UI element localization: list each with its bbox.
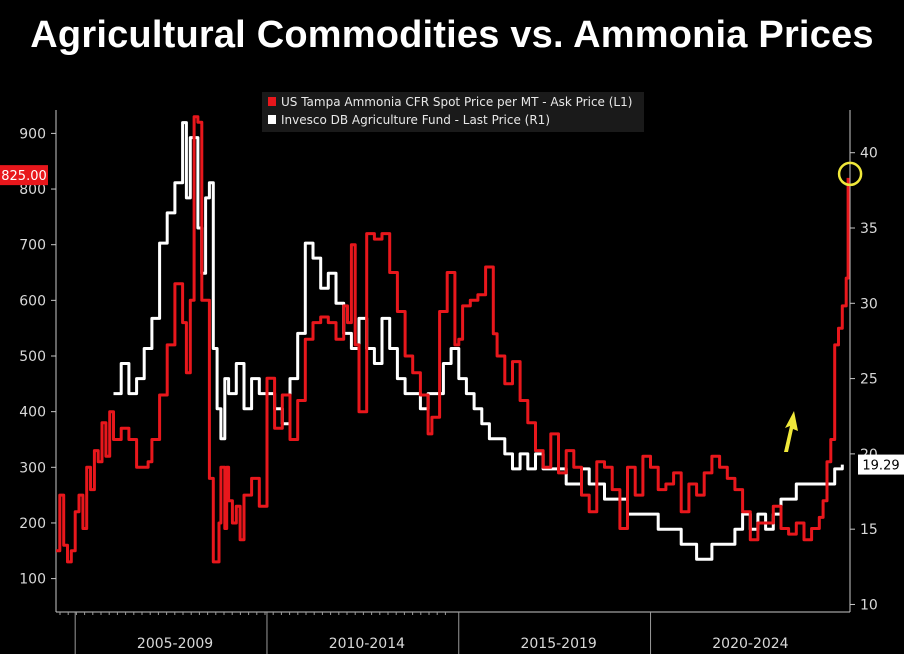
left-tick-label: 800	[19, 182, 46, 198]
legend-entry: Invesco DB Agriculture Fund - Last Price…	[281, 113, 550, 127]
chart-annotations: 825.00 19.29	[0, 161, 904, 475]
legend-swatch	[268, 97, 276, 106]
chart-title: Agricultural Commodities vs. Ammonia Pri…	[30, 14, 874, 56]
legend-entry: US Tampa Ammonia CFR Spot Price per MT -…	[281, 95, 632, 109]
ammonia-last-value: 825.00	[1, 169, 47, 184]
x-section-label: 2005-2009	[137, 636, 213, 652]
peak-highlight-circle	[837, 161, 863, 187]
legend-box	[262, 92, 644, 132]
right-tick-label: 30	[860, 296, 878, 312]
left-tick-label: 500	[19, 349, 46, 365]
left-tick-label: 100	[19, 572, 46, 588]
left-tick-label: 400	[19, 405, 46, 421]
chart-series-layer	[56, 115, 850, 564]
right-tick-label: 40	[860, 146, 878, 162]
left-tick-label: 200	[19, 516, 46, 532]
left-tick-label: 600	[19, 293, 46, 309]
series-line-ammonia	[56, 115, 850, 564]
agri-last-value-badge	[858, 454, 904, 475]
up-arrow-icon	[784, 411, 798, 452]
right-tick-label: 25	[860, 372, 878, 388]
chart-axes: 1002003004005006007008009001015202530354…	[19, 110, 878, 654]
right-tick-label: 35	[860, 221, 878, 237]
right-tick-label: 15	[860, 522, 878, 538]
legend-swatch	[268, 115, 276, 124]
series-line-agriculture-fund	[113, 121, 844, 561]
x-section-label: 2020-2024	[712, 636, 788, 652]
x-section-label: 2015-2019	[520, 636, 596, 652]
left-tick-label: 700	[19, 238, 46, 254]
chart-legend: US Tampa Ammonia CFR Spot Price per MT -…	[262, 92, 644, 132]
ammonia-last-value-badge	[0, 165, 48, 186]
right-tick-label: 10	[860, 597, 878, 613]
left-tick-label: 300	[19, 460, 46, 476]
x-section-label: 2010-2014	[329, 636, 405, 652]
left-tick-label: 900	[19, 126, 46, 142]
agri-last-value: 19.29	[862, 459, 899, 474]
